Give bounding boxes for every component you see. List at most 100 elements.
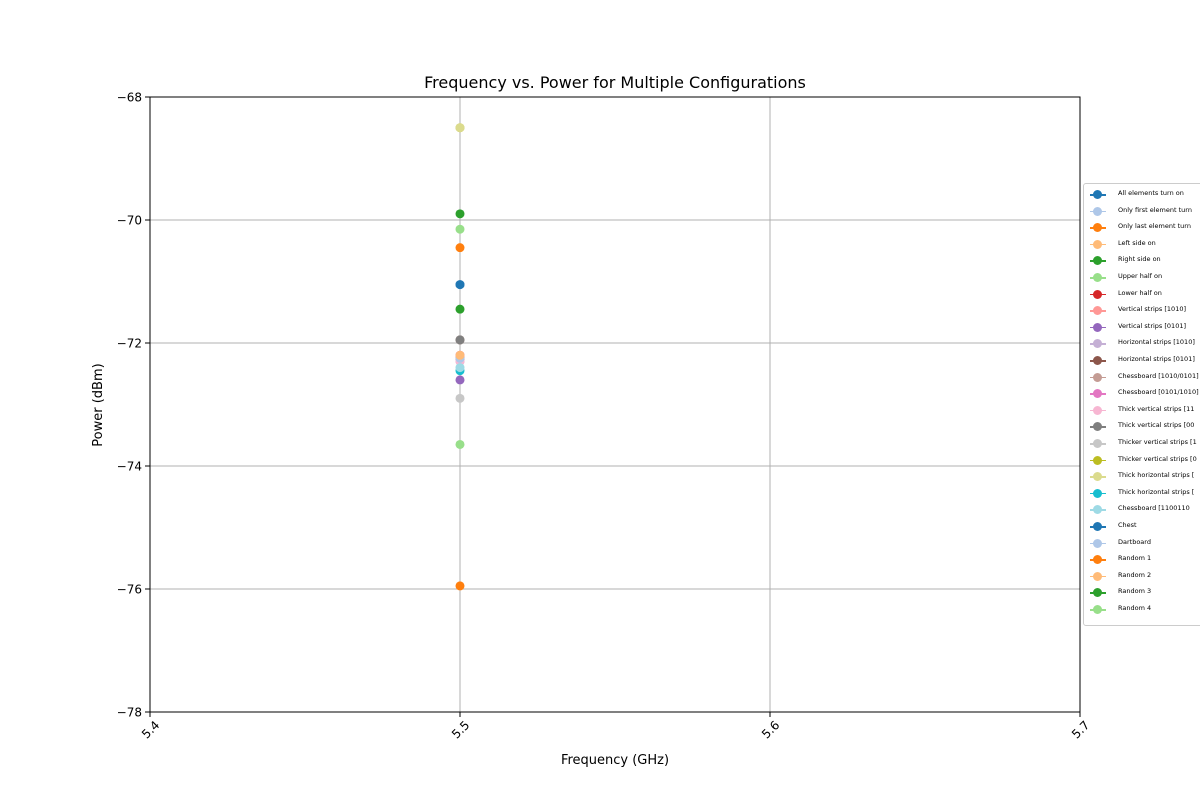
legend-label: Random 3 [1118,587,1152,596]
legend-label: Right side on [1118,255,1161,264]
legend-label: Chest [1118,521,1137,529]
legend-label: Chessboard [1010/0101] [1118,371,1199,380]
legend-marker-swatch [1093,555,1102,565]
data-point [455,243,465,253]
legend-label: Dartboard [1118,537,1151,546]
legend-label: Thick vertical strips [00 [1118,421,1195,430]
legend-marker-swatch [1093,339,1102,349]
legend-marker-swatch [1093,273,1102,282]
legend-label: Thicker vertical strips [1 [1118,438,1197,446]
x-axis: 5.4 5.5 5.6 5.7 [139,712,1092,741]
legend-marker-swatch [1093,571,1102,581]
x-tick-label: 5.6 [759,718,782,741]
y-tick-label: −70 [117,214,142,228]
legend-marker-swatch [1093,588,1102,598]
data-point [455,123,465,133]
legend-label: Random 4 [1118,604,1152,612]
legend-label: Thicker vertical strips [0 [1118,454,1197,463]
legend-marker-swatch [1093,439,1102,448]
data-point [455,350,465,360]
legend-item: Thick horizontal strips [ [1084,469,1200,485]
legend-item: Chessboard [0101/1010] [1084,386,1200,402]
y-axis: −68 −70 −72 −74 −76 −78 [117,91,150,720]
legend-item: Random 4 [1084,602,1200,618]
legend-marker-swatch [1093,472,1102,482]
legend-item: Thick vertical strips [11 [1084,403,1200,419]
legend-marker-swatch [1093,405,1102,415]
y-tick-label: −68 [117,91,142,105]
legend-item: Vertical strips [1010] [1084,303,1200,319]
legend-label: Only last element turn [1118,222,1191,231]
legend-marker-swatch [1093,239,1102,249]
legend-item: Random 2 [1084,569,1200,585]
legend-marker-swatch [1093,389,1102,399]
legend-item: Only first element turn [1084,204,1200,220]
x-tick-label: 5.7 [1069,718,1092,741]
data-point [455,224,465,234]
legend-label: Random 2 [1118,570,1152,579]
legend-marker-swatch [1093,256,1102,266]
data-point [455,581,465,591]
legend-item: Vertical strips [0101] [1084,320,1200,336]
legend-label: Left side on [1118,238,1156,247]
x-axis-label: Frequency (GHz) [561,753,669,768]
y-tick-label: −74 [117,460,142,474]
data-point [455,439,465,449]
legend-label: Thick vertical strips [11 [1118,404,1195,413]
legend-item: Thick vertical strips [00 [1084,419,1200,435]
legend-item: Horizontal strips [1010] [1084,336,1200,352]
legend-marker-swatch [1093,605,1102,614]
chart-title: Frequency vs. Power for Multiple Configu… [424,73,806,92]
legend-label: Vertical strips [0101] [1118,321,1187,330]
legend-marker-swatch [1093,488,1102,498]
legend-marker-swatch [1093,206,1102,216]
data-points [455,123,465,591]
legend-item: Random 1 [1084,552,1200,568]
legend-marker-swatch [1093,372,1102,382]
legend-item: Horizontal strips [0101] [1084,353,1200,369]
legend-item: Chest [1084,519,1200,535]
data-point [455,335,465,345]
legend-label: Chessboard [1100110 [1118,504,1190,513]
data-point [455,375,465,385]
legend-item: Chessboard [1100110 [1084,502,1200,518]
legend-marker-swatch [1093,289,1102,299]
y-tick-label: −72 [117,337,142,351]
legend-marker-swatch [1093,190,1102,199]
y-axis-label: Power (dBm) [91,363,106,446]
grid [149,96,1081,713]
legend-item: Random 3 [1084,585,1200,601]
legend-label: Only first element turn [1118,205,1192,214]
legend-marker-swatch [1093,455,1102,465]
x-tick-label: 5.4 [139,718,162,741]
legend-item: Thicker vertical strips [0 [1084,453,1200,469]
legend-item: Thicker vertical strips [1 [1084,436,1200,452]
x-tick-label: 5.5 [449,718,472,741]
legend-label: Upper half on [1118,272,1163,280]
legend-item: Dartboard [1084,536,1200,552]
data-point [455,304,465,314]
legend-item: Only last element turn [1084,220,1200,236]
legend-label: Thick horizontal strips [ [1118,471,1195,480]
data-point [455,209,465,219]
legend-label: Random 1 [1118,554,1152,563]
legend-label: Chessboard [0101/1010] [1118,388,1199,397]
legend-marker-swatch [1093,322,1102,332]
plot-area [149,96,1081,713]
legend-marker-swatch [1093,223,1102,233]
legend-marker-swatch [1093,538,1102,548]
legend-item: Upper half on [1084,270,1200,286]
legend: All elements turn on Only first element t… [1083,183,1200,626]
data-point [455,280,465,290]
legend-label: Thick horizontal strips [ [1118,487,1195,496]
legend-marker-swatch [1093,522,1102,531]
data-point [455,363,465,373]
legend-item: Right side on [1084,253,1200,269]
legend-marker-swatch [1093,306,1102,316]
y-tick-label: −76 [117,583,142,597]
legend-marker-swatch [1093,356,1102,365]
legend-item: Chessboard [1010/0101] [1084,370,1200,386]
legend-label: All elements turn on [1118,189,1184,197]
legend-label: Lower half on [1118,288,1162,297]
